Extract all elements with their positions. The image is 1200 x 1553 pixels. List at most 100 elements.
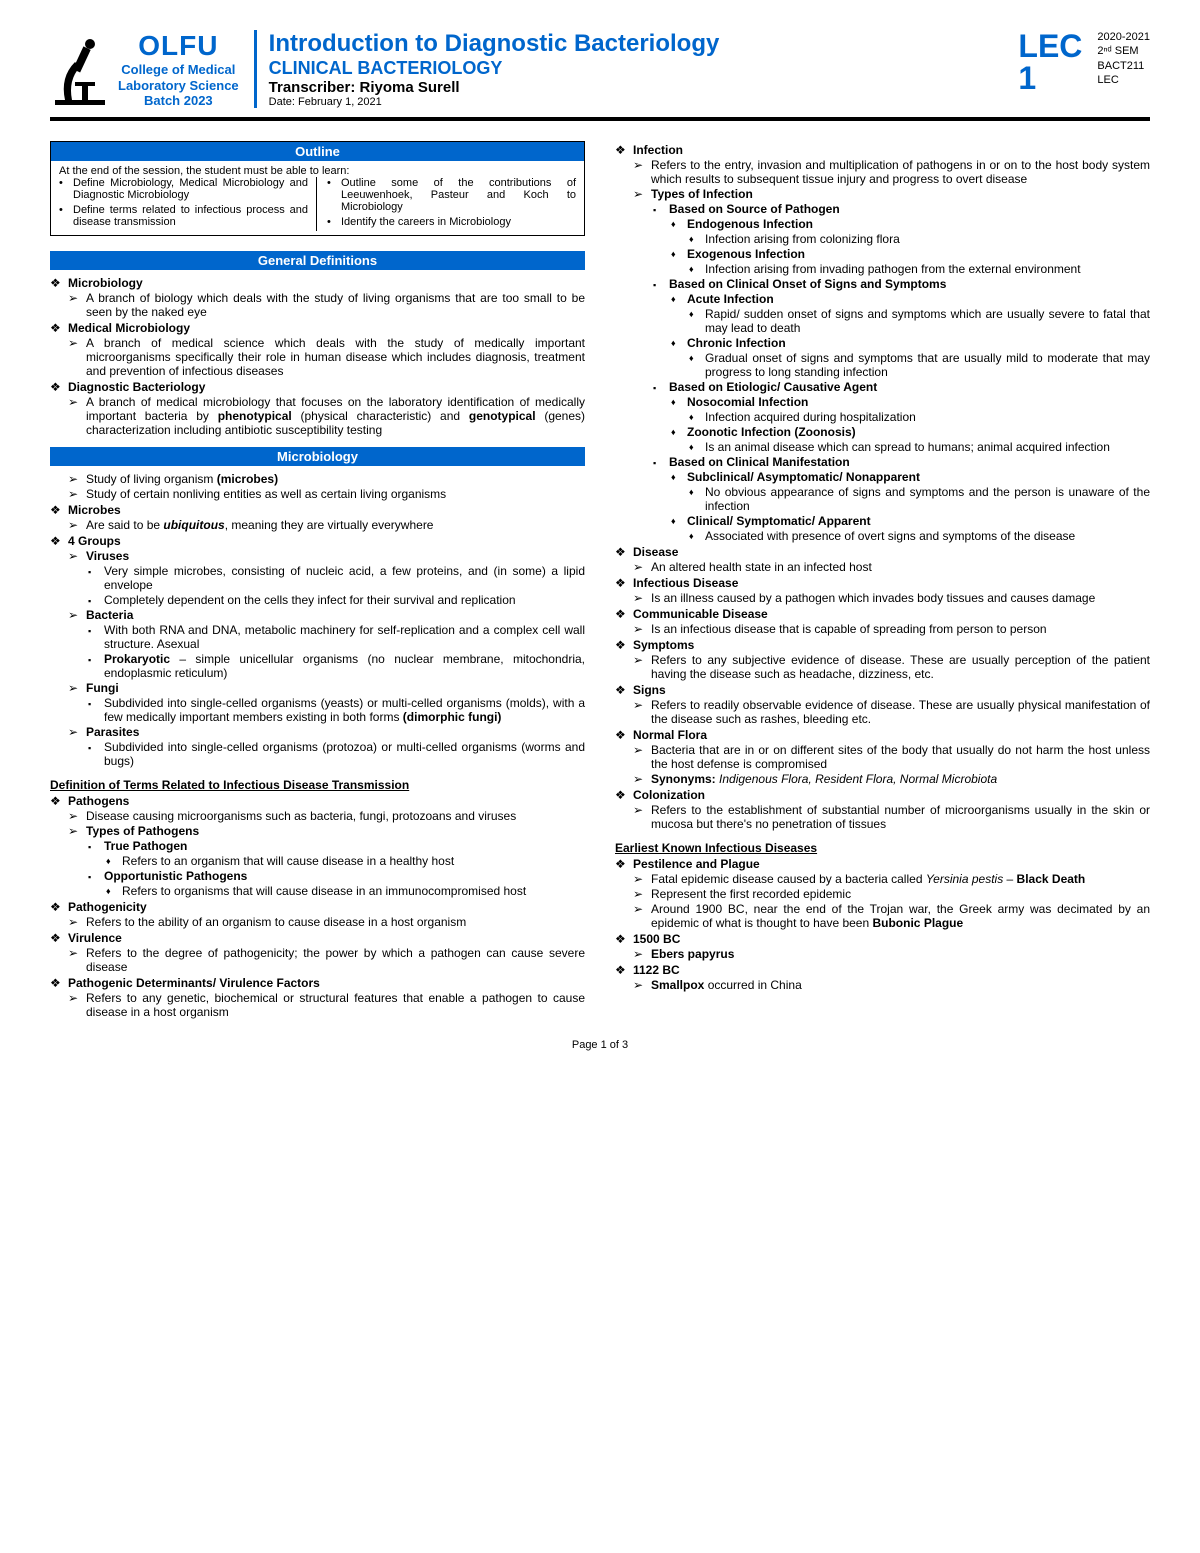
term: Pathogens (50, 794, 585, 808)
date: Date: February 1, 2021 (269, 96, 1004, 108)
line: Is an infectious disease that is capable… (615, 622, 1150, 636)
line: Based on Source of Pathogen (615, 202, 1150, 216)
content-columns: Outline At the end of the session, the s… (50, 141, 1150, 1019)
line: Endogenous Infection (615, 217, 1150, 231)
logo-block: OLFU College of Medical Laboratory Scien… (50, 30, 239, 109)
line: Ebers papyrus (615, 947, 1150, 961)
term: Virulence (50, 931, 585, 945)
outline-box: Outline At the end of the session, the s… (50, 141, 585, 236)
outline-item: Define Microbiology, Medical Microbiolog… (59, 177, 308, 201)
definition: A branch of biology which deals with the… (50, 291, 585, 319)
line: Is an illness caused by a pathogen which… (615, 591, 1150, 605)
line: Smallpox occurred in China (615, 978, 1150, 992)
line: Chronic Infection (615, 336, 1150, 350)
line: Based on Clinical Onset of Signs and Sym… (615, 277, 1150, 291)
line: Very simple microbes, consisting of nucl… (50, 564, 585, 592)
term: Microbes (50, 503, 585, 517)
term: 4 Groups (50, 534, 585, 548)
line: True Pathogen (50, 839, 585, 853)
term: Colonization (615, 788, 1150, 802)
line: Rapid/ sudden onset of signs and symptom… (615, 307, 1150, 335)
title-block: Introduction to Diagnostic Bacteriology … (254, 30, 1004, 108)
term: Normal Flora (615, 728, 1150, 742)
line: Nosocomial Infection (615, 395, 1150, 409)
term: Medical Microbiology (50, 321, 585, 335)
line: Refers to the establishment of substanti… (615, 803, 1150, 831)
term: Pathogenic Determinants/ Virulence Facto… (50, 976, 585, 990)
doc-subtitle: CLINICAL BACTERIOLOGY (269, 58, 1004, 79)
line: Synonyms: Indigenous Flora, Resident Flo… (615, 772, 1150, 786)
term: Communicable Disease (615, 607, 1150, 621)
line: Are said to be ubiquitous, meaning they … (50, 518, 585, 532)
line: An altered health state in an infected h… (615, 560, 1150, 574)
line: Prokaryotic – simple unicellular organis… (50, 652, 585, 680)
line: Study of living organism (microbes) (50, 472, 585, 486)
line: Opportunistic Pathogens (50, 869, 585, 883)
subterm: Viruses (50, 549, 585, 563)
transcriber: Transcriber: Riyoma Surell (269, 79, 1004, 96)
subheading: Earliest Known Infectious Diseases (615, 841, 1150, 855)
line: Refers to the entry, invasion and multip… (615, 158, 1150, 186)
line: Refers to an organism that will cause di… (50, 854, 585, 868)
outline-item: Define terms related to infectious proce… (59, 204, 308, 228)
college-line: College of Medical (118, 62, 239, 78)
line: Disease causing microorganisms such as b… (50, 809, 585, 823)
subterm: Fungi (50, 681, 585, 695)
line: Subclinical/ Asymptomatic/ Nonapparent (615, 470, 1150, 484)
outline-item: Outline some of the contributions of Lee… (327, 177, 576, 213)
subterm: Bacteria (50, 608, 585, 622)
line: Subdivided into single-celled organisms … (50, 696, 585, 724)
subterm: Types of Pathogens (50, 824, 585, 838)
line: Is an animal disease which can spread to… (615, 440, 1150, 454)
definition: A branch of medical science which deals … (50, 336, 585, 378)
line: Refers to readily observable evidence of… (615, 698, 1150, 726)
lec-badge: LEC 1 (1018, 30, 1082, 94)
line: Exogenous Infection (615, 247, 1150, 261)
line: No obvious appearance of signs and sympt… (615, 485, 1150, 513)
line: Infection arising from invading pathogen… (615, 262, 1150, 276)
line: Based on Etiologic/ Causative Agent (615, 380, 1150, 394)
microscope-icon (50, 32, 110, 107)
page-footer: Page 1 of 3 (50, 1039, 1150, 1051)
line: Fatal epidemic disease caused by a bacte… (615, 872, 1150, 886)
term: Signs (615, 683, 1150, 697)
line: Study of certain nonliving entities as w… (50, 487, 585, 501)
subterm: Parasites (50, 725, 585, 739)
term: Infectious Disease (615, 576, 1150, 590)
term: 1122 BC (615, 963, 1150, 977)
term: 1500 BC (615, 932, 1150, 946)
line: Refers to the ability of an organism to … (50, 915, 585, 929)
line: Subdivided into single-celled organisms … (50, 740, 585, 768)
line: Clinical/ Symptomatic/ Apparent (615, 514, 1150, 528)
line: Completely dependent on the cells they i… (50, 593, 585, 607)
line: Refers to the degree of pathogenicity; t… (50, 946, 585, 974)
subheading: Definition of Terms Related to Infectiou… (50, 778, 585, 792)
lab-line: Laboratory Science (118, 78, 239, 94)
term: Infection (615, 143, 1150, 157)
page-header: OLFU College of Medical Laboratory Scien… (50, 30, 1150, 121)
line: Refers to organisms that will cause dise… (50, 884, 585, 898)
line: Gradual onset of signs and symptoms that… (615, 351, 1150, 379)
doc-title: Introduction to Diagnostic Bacteriology (269, 30, 1004, 58)
line: Refers to any genetic, biochemical or st… (50, 991, 585, 1019)
section-general-definitions: General Definitions (50, 251, 585, 270)
line: Represent the first recorded epidemic (615, 887, 1150, 901)
term: Pathogenicity (50, 900, 585, 914)
section-microbiology: Microbiology (50, 447, 585, 466)
line: With both RNA and DNA, metabolic machine… (50, 623, 585, 651)
right-column: Infection Refers to the entry, invasion … (615, 141, 1150, 1019)
outline-header: Outline (51, 142, 584, 161)
batch-line: Batch 2023 (118, 93, 239, 109)
olfu-title: OLFU (118, 30, 239, 62)
outline-intro: At the end of the session, the student m… (59, 165, 576, 177)
line: Infection arising from colonizing flora (615, 232, 1150, 246)
term: Pestilence and Plague (615, 857, 1150, 871)
term: Microbiology (50, 276, 585, 290)
subterm: Types of Infection (615, 187, 1150, 201)
term: Symptoms (615, 638, 1150, 652)
term: Diagnostic Bacteriology (50, 380, 585, 394)
line: Refers to any subjective evidence of dis… (615, 653, 1150, 681)
line: Associated with presence of overt signs … (615, 529, 1150, 543)
definition: A branch of medical microbiology that fo… (50, 395, 585, 437)
line: Zoonotic Infection (Zoonosis) (615, 425, 1150, 439)
